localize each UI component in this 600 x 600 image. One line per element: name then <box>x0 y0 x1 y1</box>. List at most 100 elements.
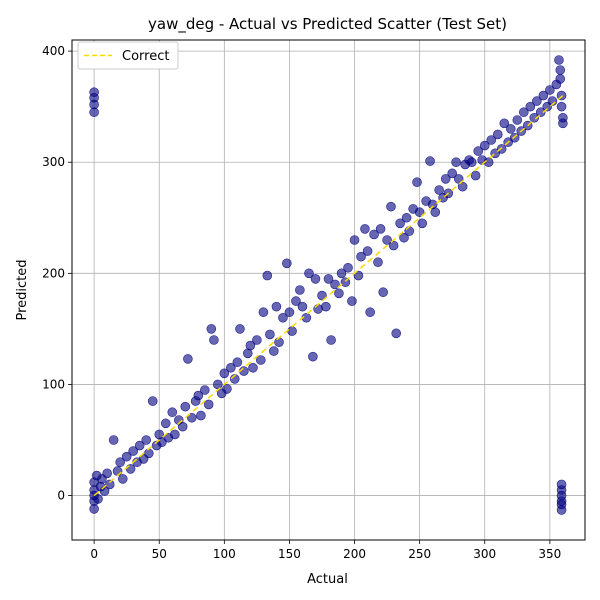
scatter-point <box>258 307 269 318</box>
scatter-point <box>308 351 318 362</box>
scatter-point <box>291 296 301 306</box>
scatter-point <box>535 107 546 118</box>
scatter-point <box>183 354 193 364</box>
scatter-point <box>555 74 566 84</box>
scatter-point <box>232 357 243 368</box>
scatter-point <box>336 268 347 279</box>
scatter-point <box>365 307 375 318</box>
scatter-point <box>532 96 542 106</box>
scatter-point <box>369 229 379 240</box>
scatter-point <box>112 466 123 476</box>
x-tick-label: 0 <box>90 547 98 561</box>
scatter-point <box>430 207 441 218</box>
scatter-point <box>529 112 540 123</box>
scatter-point <box>347 296 357 306</box>
scatter-point <box>505 124 516 134</box>
scatter-point <box>321 301 331 312</box>
chart-title: yaw_deg - Actual vs Predicted Scatter (T… <box>148 15 507 34</box>
scatter-point <box>93 494 103 504</box>
scatter-point <box>356 251 366 262</box>
x-tick-label: 350 <box>538 547 561 561</box>
scatter-point <box>255 355 266 365</box>
scatter-point <box>287 326 297 336</box>
scatter-point <box>226 362 236 373</box>
scatter-point <box>399 232 409 243</box>
scatter-point <box>222 384 232 394</box>
scatter-point <box>496 144 507 154</box>
scatter-point <box>196 410 206 421</box>
scatter-point <box>269 346 279 356</box>
scatter-point <box>317 290 327 301</box>
scatter-point <box>170 429 180 440</box>
scatter-point <box>404 226 415 236</box>
scatter-point <box>304 268 314 279</box>
scatter-point <box>412 177 422 188</box>
scatter-point <box>282 258 292 269</box>
scatter-point <box>108 435 119 445</box>
scatter-point <box>245 340 256 351</box>
scatter-point <box>555 65 566 75</box>
scatter-point <box>512 115 523 125</box>
scatter-point <box>401 212 412 223</box>
x-tick-label: 150 <box>278 547 301 561</box>
x-tick-label: 250 <box>408 547 431 561</box>
scatter-point <box>453 174 464 184</box>
scatter-point <box>330 279 340 290</box>
scatter-point <box>115 457 125 468</box>
scatter-point <box>451 157 461 168</box>
scatter-point <box>479 140 490 151</box>
scatter-point <box>310 274 321 284</box>
scatter-point <box>141 435 152 445</box>
x-tick-label: 300 <box>473 547 496 561</box>
scatter-point <box>525 101 536 112</box>
plot-frame <box>71 39 586 541</box>
scatter-point <box>334 288 344 299</box>
scatter-point <box>353 270 364 281</box>
scatter-point <box>177 421 188 432</box>
scatter-point <box>265 329 275 340</box>
reference-line-group <box>93 94 564 497</box>
scatter-point <box>343 262 353 273</box>
scatter-point <box>252 335 262 345</box>
scatter-point <box>425 156 435 166</box>
scatter-point <box>395 218 405 229</box>
scatter-point <box>492 129 503 140</box>
scatter-point <box>248 362 258 373</box>
scatter-point <box>457 181 468 192</box>
scatter-point <box>209 335 219 345</box>
scatter-point <box>499 118 510 129</box>
scatter-point <box>219 368 230 379</box>
scatter-point <box>386 201 396 212</box>
scatter-point <box>186 412 197 423</box>
scatter-point <box>203 399 214 410</box>
x-tick-label: 100 <box>213 547 236 561</box>
scatter-point <box>295 285 305 295</box>
scatter-point <box>362 246 373 256</box>
scatter-point <box>121 451 132 462</box>
scatter-point <box>388 240 399 251</box>
scatter-point <box>391 328 402 339</box>
scatter-point <box>284 307 295 318</box>
scatter-point <box>558 118 568 129</box>
y-axis-label: Predicted <box>15 259 30 320</box>
scatter-point <box>447 168 457 179</box>
scatter-point <box>323 274 334 284</box>
scatter-point <box>134 440 145 451</box>
scatter-point <box>128 446 138 456</box>
scatter-point <box>102 468 112 479</box>
scatter-point <box>297 301 308 312</box>
scatter-point <box>466 157 477 168</box>
scatter-point <box>180 401 191 412</box>
legend-entry-correct: Correct <box>122 49 169 64</box>
x-tick-label: 200 <box>343 547 366 561</box>
reference-line-correct <box>93 94 564 497</box>
scatter-point <box>200 385 210 395</box>
y-tick-label: 100 <box>42 377 65 391</box>
scatter-point <box>89 107 99 118</box>
x-tick-label: 50 <box>152 547 167 561</box>
scatter-point <box>144 448 154 459</box>
grid-lines <box>72 40 585 540</box>
scatter-point <box>440 174 451 184</box>
